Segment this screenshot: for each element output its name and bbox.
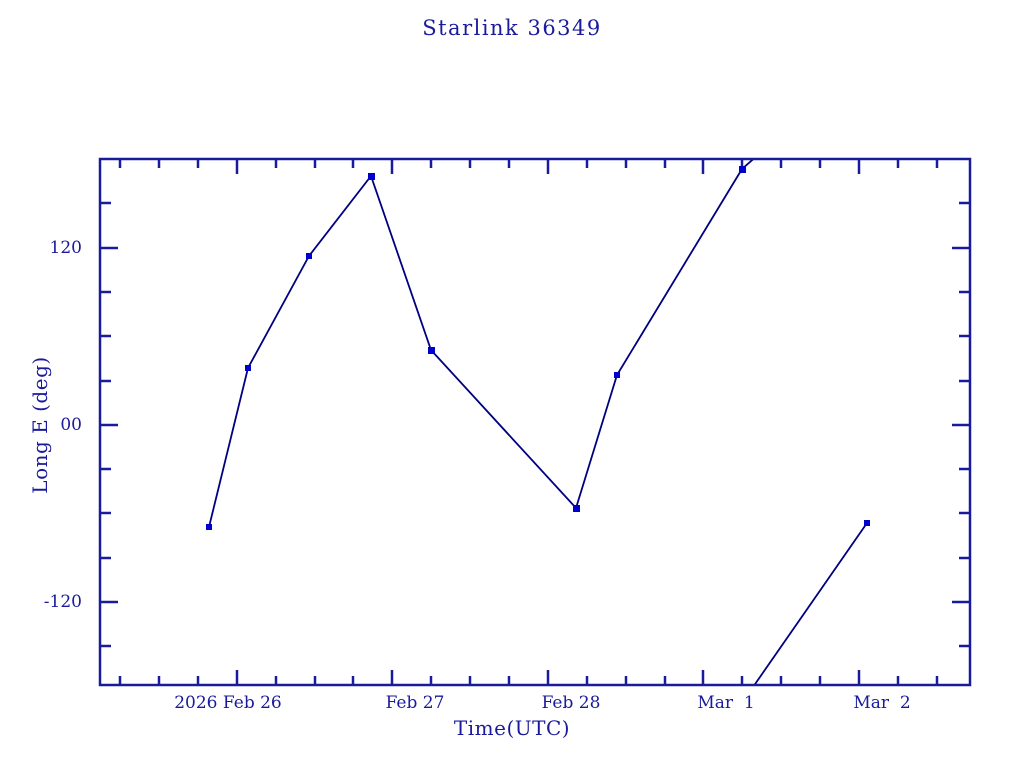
xtick-label-feb27: Feb 27 [385, 693, 445, 713]
ytick-label-0: 00 [60, 415, 82, 435]
data-series-track [208, 160, 868, 684]
x-major-ticks [235, 159, 861, 685]
chart-title: Starlink 36349 [422, 16, 602, 40]
ytick-label-120: 120 [49, 238, 82, 258]
x-minor-ticks [118, 159, 939, 685]
xtick-label-feb28: Feb 28 [541, 693, 601, 713]
data-point [573, 505, 580, 512]
y-major-ticks [100, 246, 970, 604]
data-point [428, 347, 435, 354]
data-point [245, 365, 251, 371]
xtick-label-feb26: 2026 Feb 26 [174, 693, 282, 713]
xtick-label-mar2: Mar 2 [853, 693, 911, 713]
series-line-segment-b [754, 522, 868, 684]
data-point-markers [206, 166, 870, 530]
y-minor-ticks [100, 201, 970, 648]
x-axis-title: Time(UTC) [453, 716, 571, 740]
data-point [206, 524, 212, 530]
series-line-segment-a [208, 160, 754, 528]
plot-frame [98, 157, 972, 687]
xtick-label-mar1: Mar 1 [697, 693, 755, 713]
data-point [368, 173, 375, 180]
data-point [864, 520, 870, 526]
ytick-label-minus120: -120 [43, 592, 82, 612]
data-point [739, 166, 746, 173]
y-axis-title: Long E (deg) [28, 356, 52, 494]
data-point [614, 372, 620, 378]
data-point [306, 253, 312, 259]
